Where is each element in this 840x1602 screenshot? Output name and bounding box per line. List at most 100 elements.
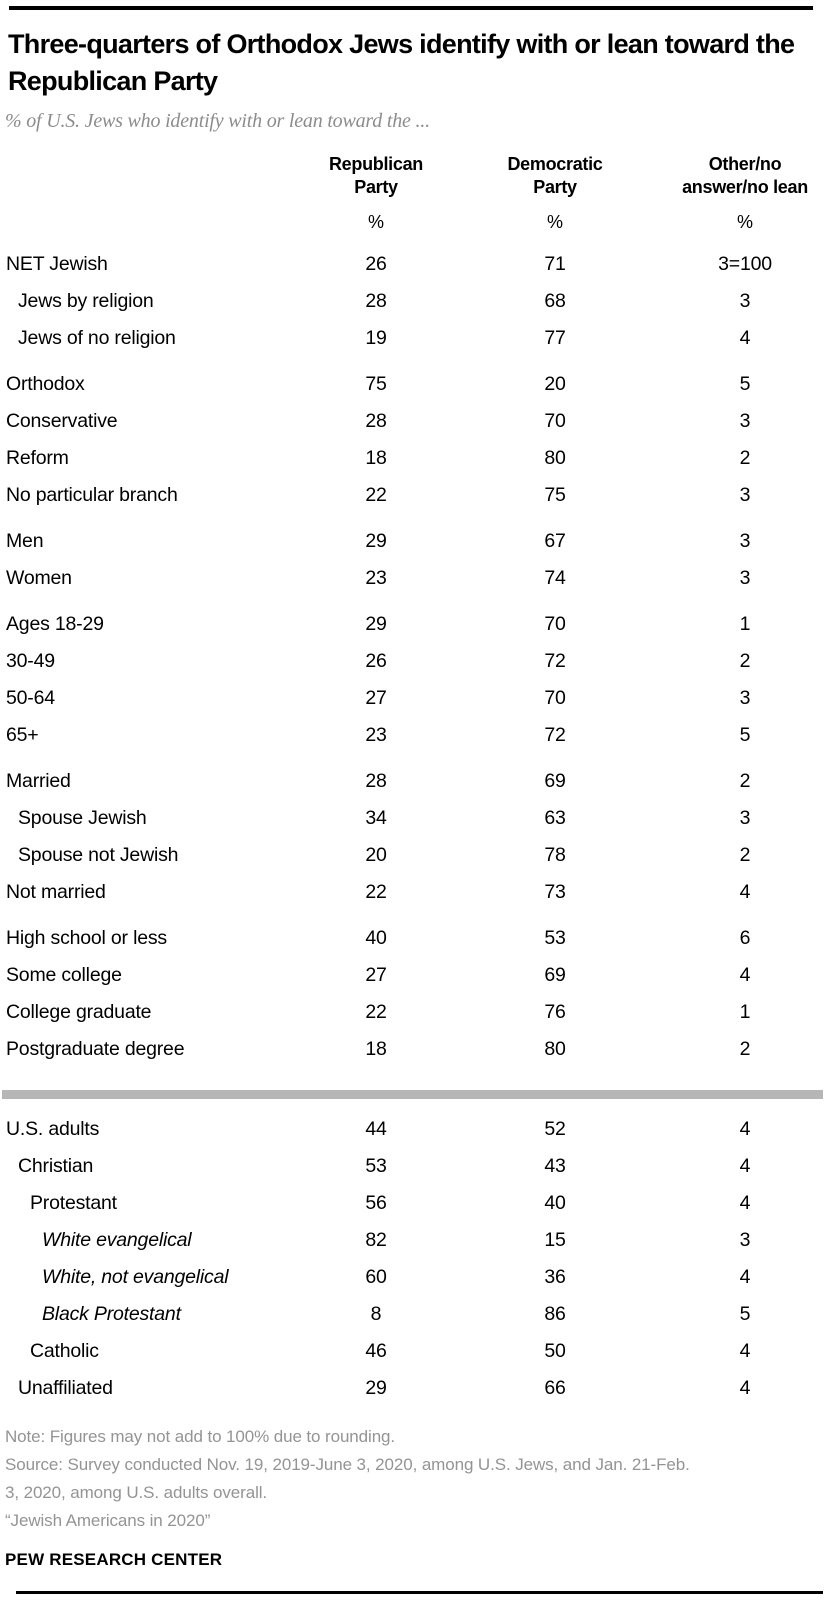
row-label: White evangelical xyxy=(42,1229,192,1251)
democratic-value: 53 xyxy=(544,927,566,949)
row-label: Men xyxy=(6,530,44,552)
other-value: 4 xyxy=(739,1118,751,1140)
democratic-value: 77 xyxy=(544,327,566,349)
table-row: NET Jewish 26 71 3=100 xyxy=(0,246,840,283)
republican-value: 29 xyxy=(365,613,387,635)
democratic-value: 43 xyxy=(544,1155,566,1177)
table-row: Women 23 74 3 xyxy=(0,560,840,597)
republican-value: 53 xyxy=(365,1155,387,1177)
other-value: 4 xyxy=(739,1377,751,1399)
table-row: Spouse Jewish 34 63 3 xyxy=(0,800,840,837)
democratic-value: 70 xyxy=(544,613,566,635)
republican-value: 56 xyxy=(365,1192,387,1214)
row-label: Women xyxy=(6,567,72,589)
democratic-value: 70 xyxy=(544,687,566,709)
other-value: 4 xyxy=(739,1266,751,1288)
other-value: 6 xyxy=(739,927,751,949)
section-divider xyxy=(2,1090,823,1099)
table-row: Conservative 28 70 3 xyxy=(0,403,840,440)
column-headers: Republican Party Democratic Party Other/… xyxy=(0,153,840,199)
democratic-value: 20 xyxy=(544,373,566,395)
other-value: 3 xyxy=(739,530,751,552)
other-value: 4 xyxy=(739,964,751,986)
row-label: Orthodox xyxy=(6,373,85,395)
row-label: U.S. adults xyxy=(6,1118,100,1140)
democratic-value: 67 xyxy=(544,530,566,552)
table-row: Unaffiliated 29 66 4 xyxy=(0,1370,840,1407)
row-label: NET Jewish xyxy=(6,253,108,275)
republican-value: 82 xyxy=(365,1229,387,1251)
row-label: Jews by religion xyxy=(18,290,154,312)
republican-value: 22 xyxy=(365,881,387,903)
democratic-value: 69 xyxy=(544,964,566,986)
table-row: Christian 53 43 4 xyxy=(0,1148,840,1185)
row-label: No particular branch xyxy=(6,484,178,506)
page-title: Three-quarters of Orthodox Jews identify… xyxy=(8,29,795,96)
row-label: Spouse Jewish xyxy=(18,807,147,829)
republican-value: 75 xyxy=(365,373,387,395)
democratic-value: 86 xyxy=(544,1303,566,1325)
other-value: 4 xyxy=(739,327,751,349)
republican-value: 28 xyxy=(365,290,387,312)
republican-value: 40 xyxy=(365,927,387,949)
row-label: Christian xyxy=(18,1155,94,1177)
unit-percent-other: % xyxy=(736,212,753,232)
democratic-value: 52 xyxy=(544,1118,566,1140)
row-label: Not married xyxy=(6,881,106,903)
table-row: Orthodox 75 20 5 xyxy=(0,366,840,403)
republican-value: 44 xyxy=(365,1118,387,1140)
democratic-value: 68 xyxy=(544,290,566,312)
democratic-value: 71 xyxy=(544,253,566,275)
other-value: 1 xyxy=(739,1001,751,1023)
table-row: Jews of no religion 19 77 4 xyxy=(0,320,840,357)
democratic-value: 15 xyxy=(544,1229,566,1251)
row-label: Protestant xyxy=(30,1192,117,1214)
other-value: 3 xyxy=(739,807,751,829)
unit-spacer xyxy=(0,212,292,233)
democratic-value: 74 xyxy=(544,567,566,589)
republican-value: 18 xyxy=(365,1038,387,1060)
column-header-line: Party xyxy=(533,177,577,197)
column-header-line: Democratic xyxy=(507,154,603,174)
citation-text: “Jewish Americans in 2020” xyxy=(5,1511,211,1530)
other-value: 2 xyxy=(739,844,751,866)
table-row: College graduate 22 76 1 xyxy=(0,994,840,1031)
other-value: 4 xyxy=(739,881,751,903)
table-row: Some college 27 69 4 xyxy=(0,957,840,994)
other-value: 3 xyxy=(739,567,751,589)
republican-value: 26 xyxy=(365,253,387,275)
democratic-value: 36 xyxy=(544,1266,566,1288)
republican-value: 23 xyxy=(365,567,387,589)
row-label: College graduate xyxy=(6,1001,152,1023)
row-label: Black Protestant xyxy=(42,1303,181,1325)
table-row: Ages 18-29 29 70 1 xyxy=(0,606,840,643)
note-text: Note: Figures may not add to 100% due to… xyxy=(5,1427,396,1446)
column-header-republican: Republican Party xyxy=(292,153,460,199)
column-header-line: answer/no lean xyxy=(682,177,808,197)
table-row: Spouse not Jewish 20 78 2 xyxy=(0,837,840,874)
unit-percent-republican: % xyxy=(367,212,384,232)
column-header-other: Other/no answer/no lean xyxy=(650,153,840,199)
table-body: NET Jewish 26 71 3=100 Jews by religion 28 68 3… xyxy=(0,246,840,1407)
other-value: 3 xyxy=(739,687,751,709)
republican-value: 18 xyxy=(365,447,387,469)
other-value: 5 xyxy=(739,724,751,746)
other-value: 2 xyxy=(739,447,751,469)
democratic-value: 80 xyxy=(544,1038,566,1060)
republican-value: 22 xyxy=(365,484,387,506)
democratic-value: 63 xyxy=(544,807,566,829)
other-value: 2 xyxy=(739,650,751,672)
table-row: Catholic 46 50 4 xyxy=(0,1333,840,1370)
other-value: 4 xyxy=(739,1340,751,1362)
row-label: 30-49 xyxy=(6,650,55,672)
republican-value: 27 xyxy=(365,964,387,986)
row-label: Ages 18-29 xyxy=(6,613,104,635)
other-value: 4 xyxy=(739,1192,751,1214)
republican-value: 29 xyxy=(365,1377,387,1399)
row-label: White, not evangelical xyxy=(42,1266,229,1288)
republican-value: 34 xyxy=(365,807,387,829)
row-label: Unaffiliated xyxy=(18,1377,113,1399)
table-row: White evangelical 82 15 3 xyxy=(0,1222,840,1259)
republican-value: 28 xyxy=(365,410,387,432)
other-value: 4 xyxy=(739,1155,751,1177)
